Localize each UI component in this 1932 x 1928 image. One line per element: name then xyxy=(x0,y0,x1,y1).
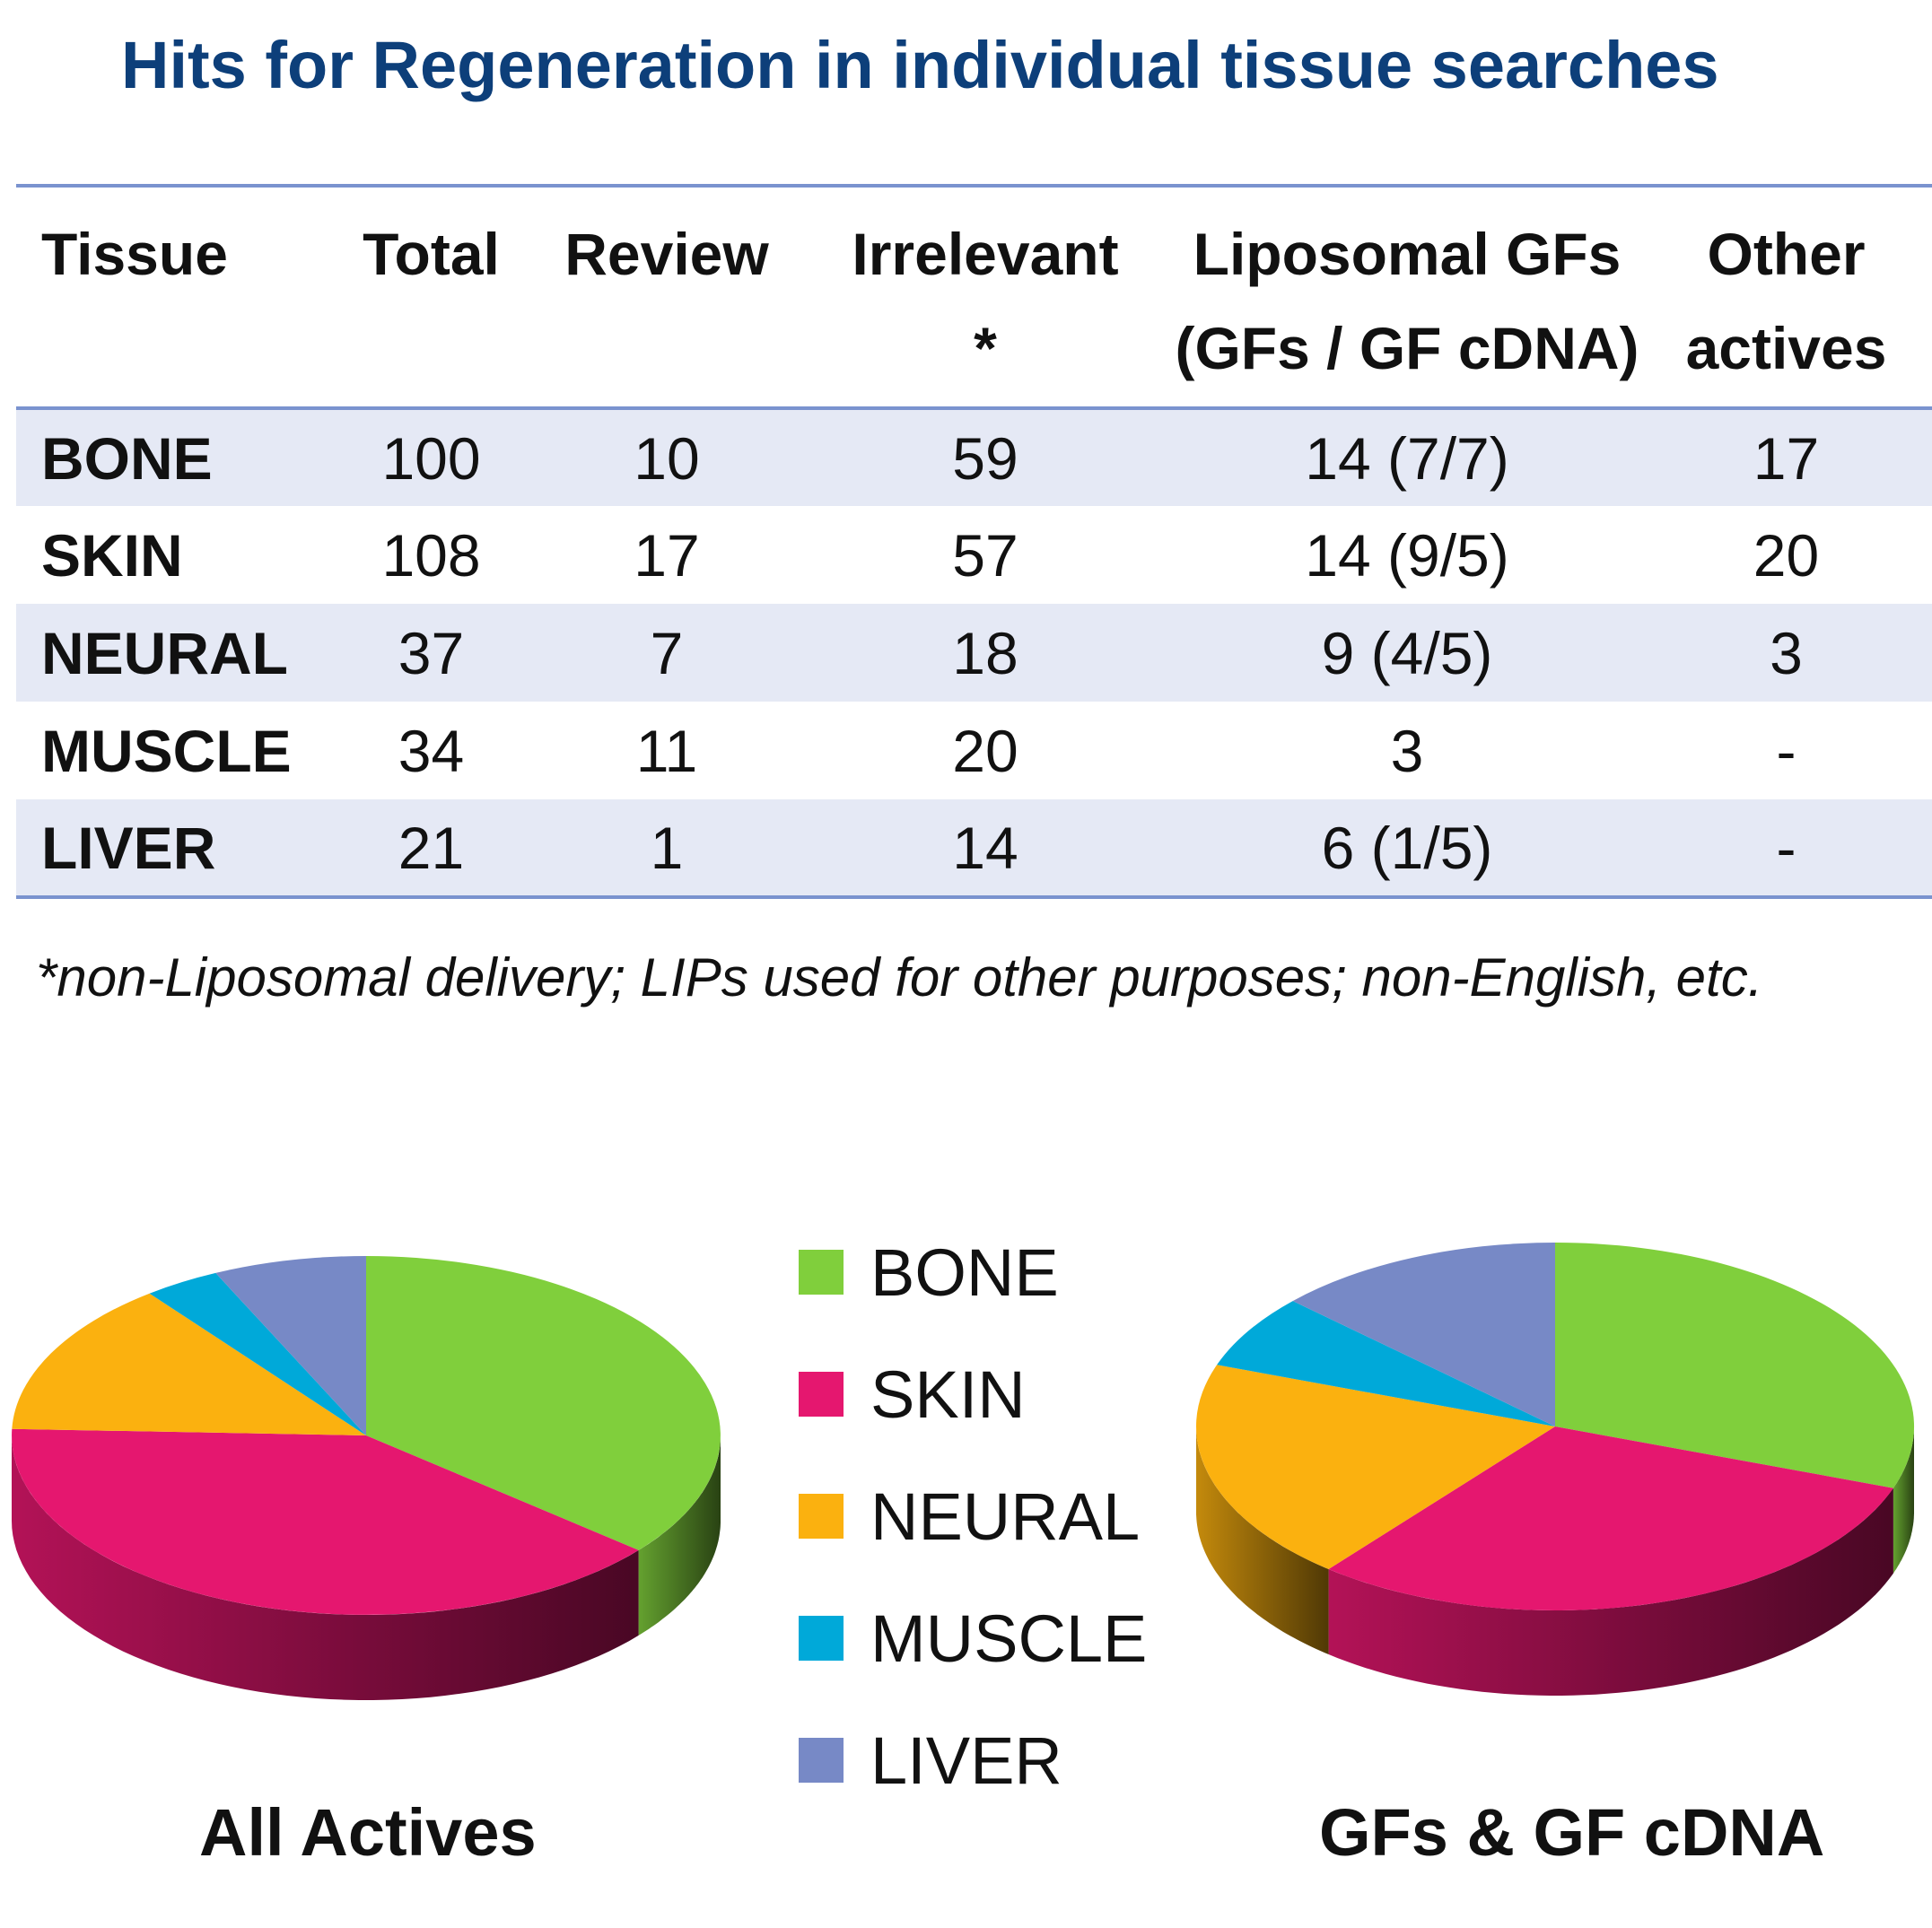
table-cell: 21 xyxy=(398,814,465,881)
legend-swatch xyxy=(799,1738,844,1783)
table-cell: LIVER xyxy=(41,814,216,881)
table-cell: 17 xyxy=(634,521,700,589)
table-cell: 37 xyxy=(398,619,465,686)
footnote: *non-Liposomal delivery; LIPs used for o… xyxy=(36,947,1763,1008)
table-cell: 9 (4/5) xyxy=(1321,619,1493,686)
legend-label: MUSCLE xyxy=(870,1601,1148,1676)
pie-slice-skin xyxy=(1328,1426,1893,1610)
table-cell: 20 xyxy=(952,717,1018,784)
table-cell: 3 xyxy=(1770,619,1803,686)
legend-label: BONE xyxy=(870,1234,1059,1310)
table-cell: 100 xyxy=(381,424,481,492)
table-cell: 3 xyxy=(1390,717,1424,784)
table-cell: 57 xyxy=(952,521,1018,589)
legend-item-muscle: MUSCLE xyxy=(799,1577,1147,1699)
table-cell: SKIN xyxy=(41,521,183,589)
table-row: MUSCLE 34 11 20 3 - xyxy=(16,702,1932,799)
pie-slice-muscle xyxy=(1217,1301,1555,1426)
pie-slice-liver xyxy=(1292,1243,1555,1426)
legend-label: SKIN xyxy=(870,1357,1026,1432)
pie-side-walls xyxy=(12,1435,721,1700)
pie-slice-bone xyxy=(366,1256,721,1550)
table-cell: 14 (7/7) xyxy=(1305,424,1509,492)
table-cell: 59 xyxy=(952,424,1018,492)
table-row: LIVER 21 1 14 6 (1/5) - xyxy=(16,799,1932,897)
table-cell: 14 (9/5) xyxy=(1305,521,1509,589)
pie-side-walls xyxy=(1196,1426,1914,1696)
table-row: NEURAL 37 7 18 9 (4/5) 3 xyxy=(16,604,1932,702)
pie-slice-bone xyxy=(1555,1243,1915,1488)
column-header: Irrelevant * xyxy=(852,221,1119,381)
column-header: Other actives xyxy=(1685,221,1887,381)
pie-title-all-actives: All Actives xyxy=(199,1795,537,1870)
table-row: BONE 100 10 59 14 (7/7) 17 xyxy=(16,408,1932,506)
table-cell: - xyxy=(1776,717,1796,784)
pie-side-skin xyxy=(12,1435,639,1700)
table-cell: 11 xyxy=(635,717,698,784)
legend-item-bone: BONE xyxy=(799,1211,1147,1333)
legend-label: NEURAL xyxy=(870,1479,1141,1554)
legend-label: LIVER xyxy=(870,1723,1062,1798)
pie-slice-neural xyxy=(1195,1365,1555,1569)
pie-side-neural xyxy=(1196,1426,1329,1654)
column-header: Review xyxy=(564,221,769,287)
legend-item-skin: SKIN xyxy=(799,1333,1147,1455)
table-cell: 10 xyxy=(634,424,700,492)
table-cell: 108 xyxy=(381,521,481,589)
legend-swatch xyxy=(799,1372,844,1417)
pie-charts xyxy=(12,1243,1915,1700)
pie-slice-liver xyxy=(215,1256,366,1435)
table-cell: 18 xyxy=(952,619,1018,686)
table-cell: 14 xyxy=(952,814,1018,881)
hits-table: Tissue Total Review Irrelevant * Liposoma… xyxy=(16,184,1932,899)
legend-item-neural: NEURAL xyxy=(799,1455,1147,1577)
legend-swatch xyxy=(799,1616,844,1661)
legend-item-liver: LIVER xyxy=(799,1699,1147,1821)
table-cell: 17 xyxy=(1753,424,1820,492)
legend: BONE SKIN NEURAL MUSCLE LIVER xyxy=(799,1211,1147,1821)
table-cell: 1 xyxy=(650,814,684,881)
table-cell: 34 xyxy=(398,717,465,784)
pie-side-bone xyxy=(1893,1426,1914,1574)
pie-slice-neural xyxy=(12,1293,367,1435)
legend-swatch xyxy=(799,1494,844,1539)
table-cell: NEURAL xyxy=(41,619,288,686)
table-cell: - xyxy=(1776,814,1796,881)
page-title: Hits for Regeneration in individual tiss… xyxy=(121,28,1719,102)
pie-side-skin xyxy=(1328,1487,1893,1696)
table-header-row: Tissue Total Review Irrelevant * Liposoma… xyxy=(16,186,1932,408)
table-cell: 6 (1/5) xyxy=(1321,814,1493,881)
column-header: Liposomal GFs (GFs / GF cDNA) xyxy=(1175,221,1639,381)
pie-side-bone xyxy=(638,1435,721,1636)
table-cell: BONE xyxy=(41,424,213,492)
pie-slice-skin xyxy=(12,1428,639,1615)
table-cell: MUSCLE xyxy=(41,717,292,784)
table-row: SKIN 108 17 57 14 (9/5) 20 xyxy=(16,506,1932,604)
column-header: Tissue xyxy=(41,221,228,287)
legend-swatch xyxy=(799,1250,844,1295)
table-cell: 20 xyxy=(1753,521,1820,589)
pie-slice-muscle xyxy=(149,1272,366,1435)
table-cell: 7 xyxy=(650,619,684,686)
column-header: Total xyxy=(363,221,500,287)
pie-title-gfs-gf-cdna: GFs & GF cDNA xyxy=(1319,1795,1825,1870)
